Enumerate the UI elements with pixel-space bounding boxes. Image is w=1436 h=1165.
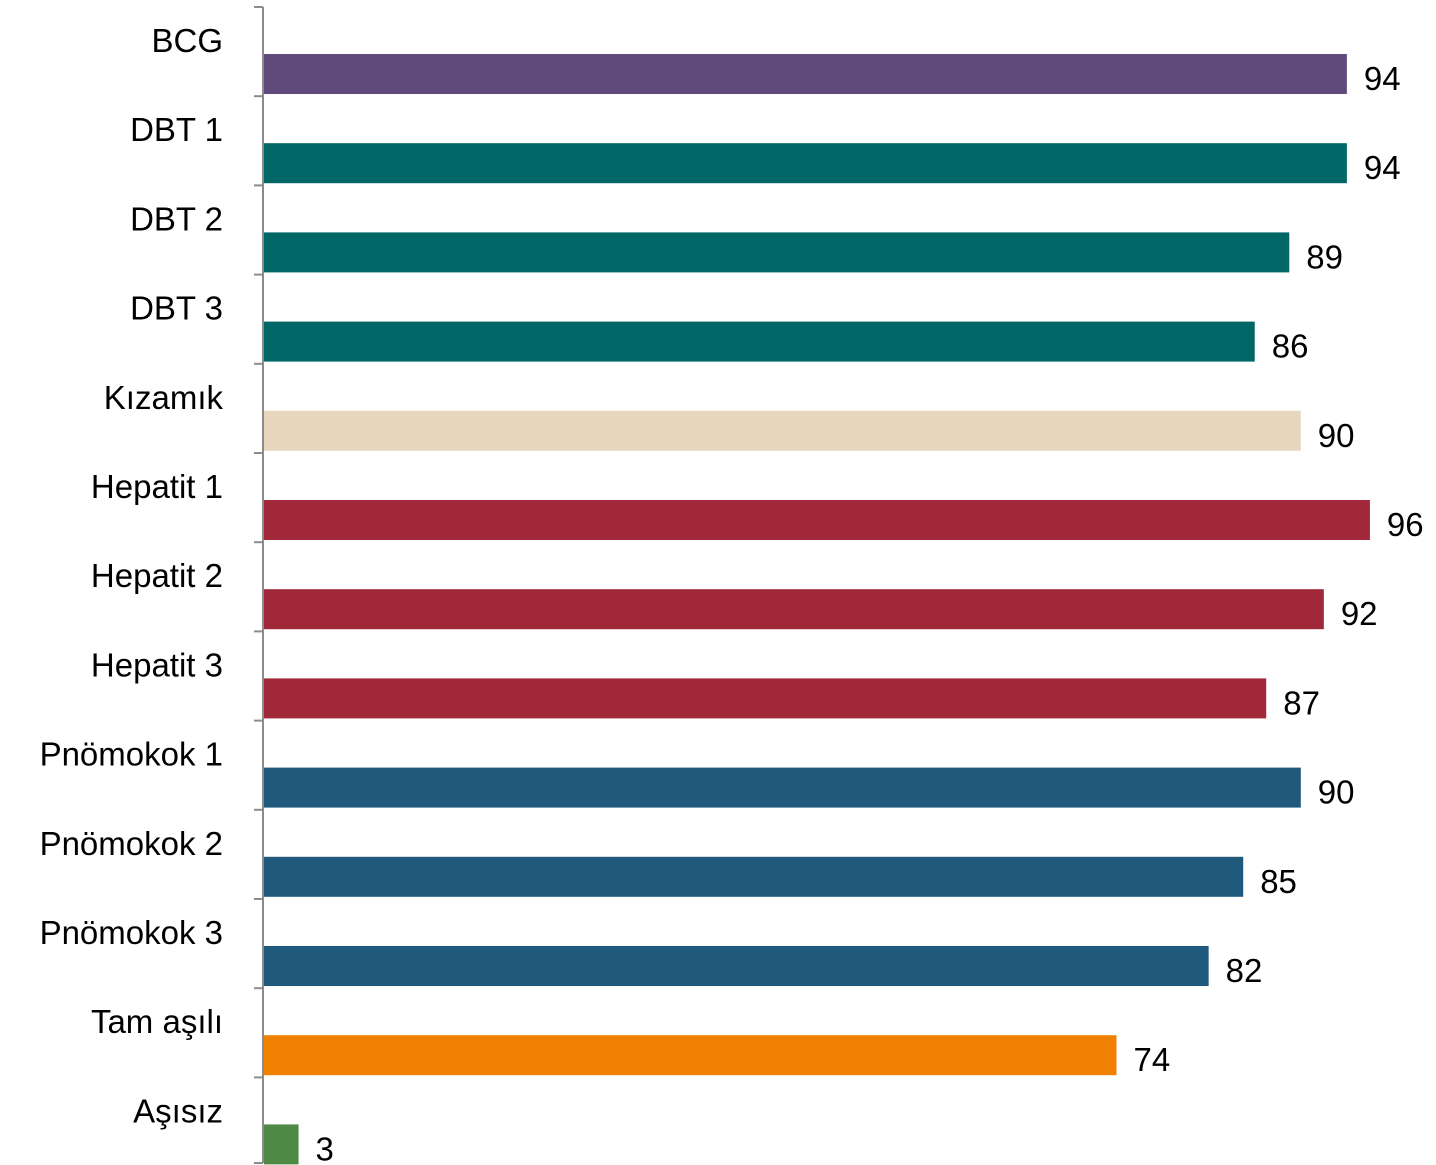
category-label: Aşısız: [133, 1092, 223, 1129]
data-label: 87: [1283, 684, 1320, 721]
axis-layer: [254, 6, 264, 1164]
category-label: BCG: [151, 22, 223, 59]
data-label: 82: [1226, 952, 1263, 989]
bar: [264, 856, 1244, 897]
category-label: Tam aşılı: [91, 1003, 223, 1040]
category-labels: BCG DBT 1 DBT 2 DBT 3 Kızamık Hepatit 1 Hepati…: [40, 22, 224, 1129]
category-label: Pnömokok 1: [40, 736, 223, 773]
category-label: DBT 1: [130, 111, 223, 148]
bar: [264, 232, 1290, 273]
data-label: 86: [1272, 328, 1309, 365]
bar: [264, 767, 1301, 808]
category-label: Pnömokok 3: [40, 914, 223, 951]
bar: [264, 410, 1301, 451]
bar: [264, 946, 1209, 986]
bar: [264, 54, 1347, 94]
data-label: 90: [1318, 774, 1355, 811]
data-label: 94: [1364, 60, 1401, 97]
bar: [264, 589, 1324, 630]
data-label: 85: [1260, 863, 1297, 900]
category-label: DBT 3: [130, 290, 223, 327]
bar: [264, 1124, 299, 1165]
category-label: Hepatit 1: [91, 468, 223, 505]
data-label: 74: [1133, 1041, 1170, 1078]
bars-layer: [264, 54, 1370, 1165]
value-labels: 94 94 89 86 90 96 92 87 90 85 82 74 3: [316, 60, 1424, 1165]
data-label: 92: [1341, 595, 1378, 632]
category-label: Kızamık: [104, 379, 224, 416]
category-label: Pnömokok 2: [40, 825, 223, 862]
bar: [264, 321, 1255, 362]
data-label: 3: [316, 1130, 334, 1165]
bar: [264, 143, 1347, 184]
bar: [264, 500, 1370, 540]
data-label: 96: [1387, 506, 1424, 543]
data-label: 94: [1364, 149, 1401, 186]
data-label: 89: [1306, 238, 1343, 275]
data-label: 90: [1318, 417, 1355, 454]
bar: [264, 678, 1267, 719]
category-label: Hepatit 3: [91, 646, 223, 683]
category-label: DBT 2: [130, 200, 223, 237]
bar: [264, 1035, 1117, 1076]
category-label: Hepatit 2: [91, 557, 223, 594]
